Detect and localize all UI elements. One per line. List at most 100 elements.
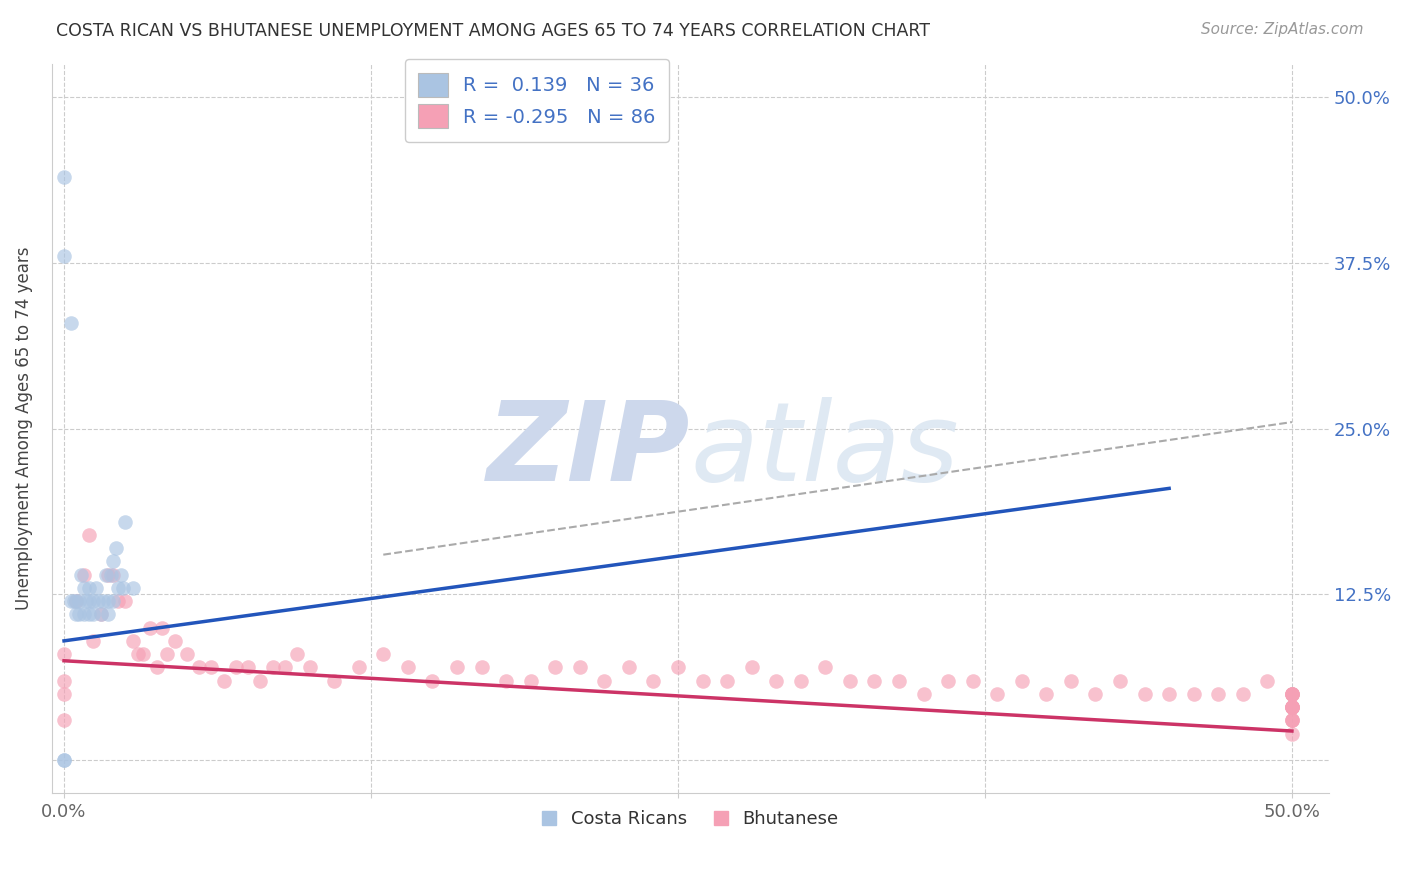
Point [1281, 700, 1303, 714]
Point [986, 687, 1008, 701]
Point [212, 673, 235, 688]
Point [70, 567, 93, 582]
Point [53, 647, 76, 661]
Point [1281, 714, 1303, 728]
Point [544, 660, 567, 674]
Point [53, 687, 76, 701]
Point [65, 607, 87, 622]
Point [75, 594, 97, 608]
Point [495, 673, 517, 688]
Point [107, 581, 129, 595]
Point [77, 607, 100, 622]
Point [568, 660, 591, 674]
Point [1281, 687, 1303, 701]
Point [1281, 700, 1303, 714]
Point [94, 567, 117, 582]
Point [285, 647, 308, 661]
Point [65, 594, 87, 608]
Point [274, 660, 297, 674]
Point [1281, 714, 1303, 728]
Point [110, 567, 132, 582]
Point [1281, 687, 1303, 701]
Point [67, 607, 90, 622]
Point [77, 581, 100, 595]
Point [1281, 687, 1303, 701]
Point [101, 554, 124, 568]
Point [77, 528, 100, 542]
Point [1281, 687, 1303, 701]
Point [82, 633, 104, 648]
Point [643, 673, 665, 688]
Point [100, 567, 122, 582]
Point [373, 647, 395, 661]
Point [65, 594, 87, 608]
Point [1159, 687, 1181, 701]
Point [163, 633, 186, 648]
Point [114, 594, 136, 608]
Point [1281, 700, 1303, 714]
Point [97, 607, 120, 622]
Point [97, 567, 120, 582]
Point [90, 607, 112, 622]
Point [1281, 700, 1303, 714]
Point [97, 594, 120, 608]
Point [863, 673, 886, 688]
Point [765, 673, 787, 688]
Point [146, 660, 169, 674]
Point [114, 515, 136, 529]
Point [82, 594, 104, 608]
Point [84, 581, 107, 595]
Point [1182, 687, 1205, 701]
Point [1281, 714, 1303, 728]
Point [53, 249, 76, 263]
Point [962, 673, 984, 688]
Point [1206, 687, 1229, 701]
Point [519, 673, 541, 688]
Point [101, 594, 124, 608]
Point [1281, 700, 1303, 714]
Point [1133, 687, 1156, 701]
Point [323, 673, 346, 688]
Point [73, 567, 96, 582]
Point [156, 647, 179, 661]
Point [692, 673, 714, 688]
Point [139, 621, 162, 635]
Point [60, 594, 83, 608]
Point [470, 660, 492, 674]
Point [814, 660, 837, 674]
Point [1281, 727, 1303, 741]
Point [101, 567, 124, 582]
Legend: Costa Ricans, Bhutanese: Costa Ricans, Bhutanese [534, 803, 846, 836]
Point [593, 673, 616, 688]
Point [107, 594, 129, 608]
Point [238, 660, 260, 674]
Point [131, 647, 153, 661]
Point [53, 169, 76, 184]
Point [887, 673, 910, 688]
Point [77, 594, 100, 608]
Point [53, 753, 76, 767]
Point [53, 714, 76, 728]
Point [73, 581, 96, 595]
Point [87, 594, 110, 608]
Point [716, 673, 738, 688]
Point [1109, 673, 1132, 688]
Y-axis label: Unemployment Among Ages 65 to 74 years: Unemployment Among Ages 65 to 74 years [15, 247, 32, 610]
Point [1281, 700, 1303, 714]
Point [741, 660, 763, 674]
Point [91, 594, 114, 608]
Point [53, 753, 76, 767]
Point [936, 673, 959, 688]
Point [67, 594, 90, 608]
Point [249, 673, 271, 688]
Point [90, 607, 112, 622]
Point [666, 660, 689, 674]
Point [127, 647, 149, 661]
Text: COSTA RICAN VS BHUTANESE UNEMPLOYMENT AMONG AGES 65 TO 74 YEARS CORRELATION CHAR: COSTA RICAN VS BHUTANESE UNEMPLOYMENT AM… [56, 22, 931, 40]
Point [1011, 673, 1033, 688]
Point [1281, 687, 1303, 701]
Point [1060, 673, 1083, 688]
Point [298, 660, 321, 674]
Point [53, 673, 76, 688]
Point [1035, 687, 1057, 701]
